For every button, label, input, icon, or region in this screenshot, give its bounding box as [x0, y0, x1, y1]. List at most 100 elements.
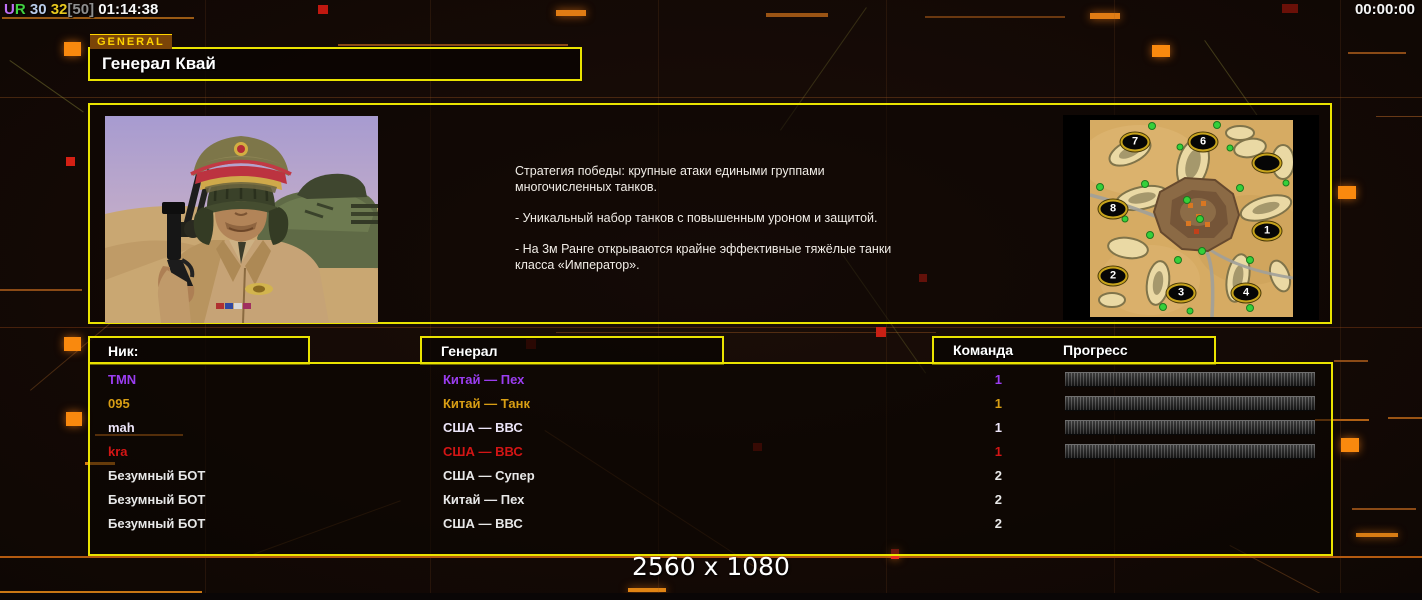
circuit-line — [628, 588, 666, 592]
circuit-line — [9, 60, 84, 113]
circuit-line — [0, 97, 1422, 98]
table-row: TMN Китай — Пех 1 — [90, 367, 1331, 391]
circuit-line — [1388, 417, 1422, 419]
pistol — [157, 202, 195, 323]
accent-square — [1338, 186, 1356, 199]
minimap-marker: 8 — [1098, 199, 1128, 219]
player-rows: TMN Китай — Пех 1 095 Китай — Танк 1 mah США — … — [90, 367, 1331, 535]
general-name: Генерал Квай — [102, 54, 216, 73]
progress-bar — [1065, 372, 1315, 387]
header-general: Генерал — [420, 336, 724, 365]
progress-bar — [1065, 396, 1315, 411]
player-team: 1 — [994, 444, 1002, 459]
table-row: Безумный БОТ США — Супер 2 — [90, 463, 1331, 487]
player-team: 2 — [994, 492, 1002, 507]
circuit-line — [338, 44, 568, 46]
strategy-paragraph: Стратегия победы: крупные атаки едиными … — [515, 164, 825, 194]
accent-square — [66, 157, 75, 166]
circuit-line — [556, 10, 586, 16]
accent-square — [64, 337, 81, 351]
accent-square — [1152, 45, 1170, 57]
player-nick: kra — [108, 444, 128, 459]
player-general: США — ВВС — [443, 516, 523, 531]
circuit-line — [1352, 508, 1416, 510]
status-segment: 32 — [46, 1, 68, 18]
circuit-line — [1356, 533, 1398, 537]
strategy-paragraph: - На 3м Ранге открываются крайне эффекти… — [515, 242, 892, 272]
player-team: 1 — [994, 372, 1002, 387]
minimap-marker: 3 — [1166, 283, 1196, 303]
player-general: США — ВВС — [443, 444, 523, 459]
minimap: 7 6 8 1 2 3 4 — [1080, 120, 1305, 318]
player-general: Китай — Пех — [443, 492, 525, 507]
player-team: 1 — [994, 396, 1002, 411]
status-segment: U — [4, 1, 15, 18]
player-team: 1 — [994, 420, 1002, 435]
accent-square — [876, 327, 886, 337]
strategy-text: Стратегия победы: крупные атаки едиными … — [515, 163, 965, 288]
minimap-marker: 6 — [1188, 132, 1218, 152]
accent-square — [1341, 438, 1359, 452]
circuit-line — [1334, 360, 1368, 362]
player-general: Китай — Танк — [443, 396, 530, 411]
circuit-line — [766, 13, 828, 17]
circuit-line — [1376, 116, 1422, 117]
table-row: mah США — ВВС 1 — [90, 415, 1331, 439]
player-team: 2 — [994, 468, 1002, 483]
accent-square — [66, 412, 82, 426]
match-timer: 00:00:00 — [1354, 1, 1415, 18]
minimap-markers: 7 6 8 1 2 3 4 — [1090, 120, 1293, 317]
table-row: Безумный БОТ Китай — Пех 2 — [90, 487, 1331, 511]
progress-bar — [1065, 444, 1315, 459]
header-nick: Ник: — [88, 336, 310, 365]
player-nick: Безумный БОТ — [108, 468, 206, 483]
status-segment: 01:14:38 — [94, 1, 159, 18]
accent-square — [1282, 4, 1298, 13]
player-team: 2 — [994, 516, 1002, 531]
minimap-marker — [1252, 153, 1282, 173]
minimap-marker: 7 — [1120, 132, 1150, 152]
status-segment: 30 — [25, 1, 47, 18]
accent-square — [318, 5, 328, 14]
table-row: 095 Китай — Танк 1 — [90, 391, 1331, 415]
general-info-box: Стратегия победы: крупные атаки едиными … — [88, 103, 1332, 324]
minimap-panel: 7 6 8 1 2 3 4 — [1063, 115, 1319, 320]
table-row: Безумный БОТ США — ВВС 2 — [90, 511, 1331, 535]
bottom-strip — [0, 593, 1422, 600]
circuit-line — [0, 327, 1422, 328]
circuit-line — [0, 591, 202, 594]
player-nick: Безумный БОТ — [108, 492, 206, 507]
progress-bar — [1065, 420, 1315, 435]
player-general: Китай — Пех — [443, 372, 525, 387]
status-readout: UR 30 32[50] 01:14:38 — [4, 1, 158, 18]
header-progress: Прогресс — [1063, 342, 1128, 358]
header-team-progress: Команда Прогресс — [932, 336, 1216, 365]
general-tag: GENERAL — [90, 34, 172, 49]
circuit-line — [925, 16, 1065, 18]
circuit-line — [0, 289, 82, 291]
player-nick: 095 — [108, 396, 130, 411]
player-nick: TMN — [108, 372, 137, 387]
table-row: kra США — ВВС 1 — [90, 439, 1331, 463]
circuit-line — [1315, 419, 1369, 421]
player-nick: Безумный БОТ — [108, 516, 206, 531]
circuit-line — [2, 17, 194, 19]
player-general: США — ВВС — [443, 420, 523, 435]
general-title-box: Генерал Квай — [88, 47, 582, 81]
circuit-line — [1340, 0, 1341, 600]
minimap-marker: 1 — [1252, 221, 1282, 241]
status-segment: [50] — [67, 1, 95, 18]
header-team: Команда — [953, 342, 1013, 358]
accent-square — [64, 42, 81, 56]
circuit-line — [556, 332, 936, 333]
minimap-marker: 2 — [1098, 266, 1128, 286]
circuit-line — [1348, 52, 1406, 54]
circuit-line — [1090, 13, 1120, 19]
strategy-paragraph: - Уникальный набор танков с повышенным у… — [515, 211, 878, 225]
resolution-label: 2560 x 1080 — [632, 552, 790, 581]
general-portrait — [105, 116, 378, 324]
player-nick: mah — [108, 420, 135, 435]
players-table: TMN Китай — Пех 1 095 Китай — Танк 1 mah США — … — [88, 362, 1333, 556]
status-segment: R — [14, 1, 26, 18]
